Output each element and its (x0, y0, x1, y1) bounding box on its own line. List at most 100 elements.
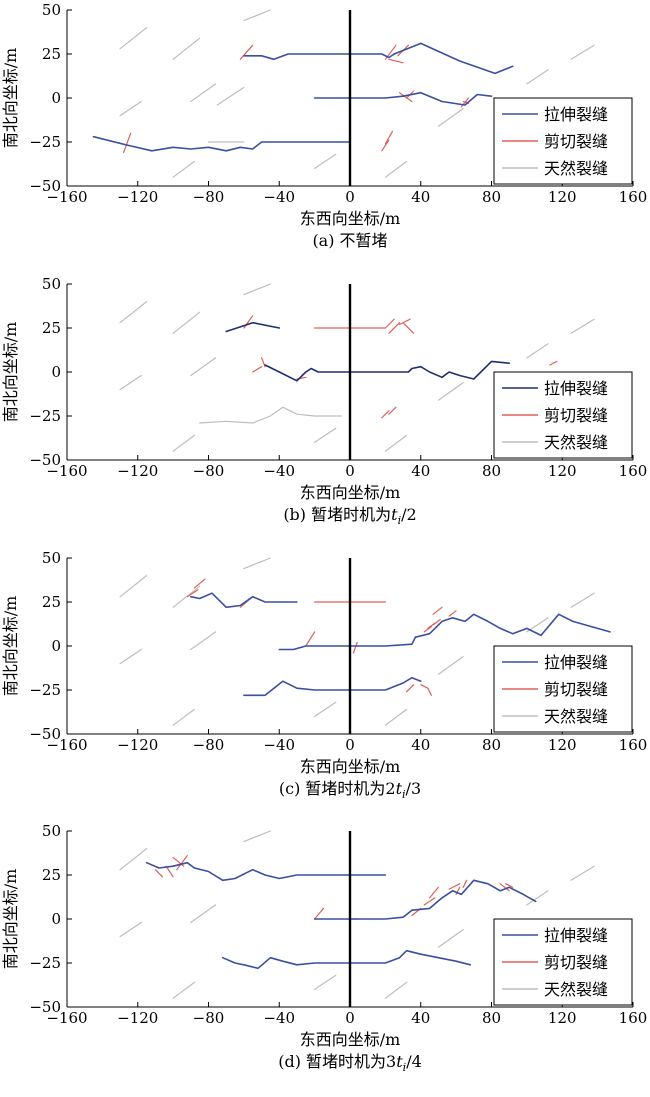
fracture-segment (381, 139, 390, 152)
y-tick-label: 25 (42, 866, 61, 884)
fracture-segment (398, 318, 411, 326)
y-tick-label: −25 (29, 681, 61, 699)
fracture-segment (402, 91, 493, 106)
fracture-segment (393, 42, 514, 75)
fracture-segment (423, 897, 436, 906)
x-tick-label: −160 (46, 462, 87, 480)
fracture-segment (122, 132, 132, 154)
series-拉伸裂缝 (225, 321, 511, 382)
fracture-segment (549, 360, 558, 366)
fracture-segment (411, 879, 537, 912)
fracture-segment (570, 318, 595, 334)
fracture-segment (384, 160, 408, 178)
fracture-segment (570, 44, 595, 60)
y-tick-label: 50 (42, 1, 61, 19)
fracture-segment (243, 9, 271, 22)
x-tick-label: −80 (193, 188, 225, 206)
y-tick-label: 50 (42, 549, 61, 567)
fracture-segment (190, 592, 298, 609)
fracture-segment (448, 883, 461, 890)
x-tick-label: 120 (548, 1009, 577, 1027)
fracture-segment (264, 360, 511, 382)
y-tick-label: −50 (29, 451, 61, 469)
y-axis-label: 南北向坐标/m (1, 48, 20, 149)
fracture-segment (402, 322, 415, 334)
fracture-segment (313, 909, 413, 920)
x-tick-label: −160 (46, 1009, 87, 1027)
x-tick-label: −80 (193, 736, 225, 754)
x-tick-label: −40 (263, 1009, 295, 1027)
fracture-segment (570, 865, 595, 881)
legend-label: 天然裂缝 (544, 707, 608, 726)
x-tick-label: 0 (345, 1009, 355, 1027)
y-tick-label: 25 (42, 45, 61, 63)
x-tick-label: 160 (619, 736, 648, 754)
fracture-segment (499, 883, 510, 892)
x-tick-label: 120 (548, 736, 577, 754)
fracture-segment (176, 854, 188, 871)
fracture-segment (526, 890, 549, 906)
fracture-segment (398, 92, 413, 103)
x-tick-label: 160 (619, 1009, 648, 1027)
x-tick-label: −160 (46, 188, 87, 206)
fracture-segment (199, 406, 342, 424)
x-axis-label: 东西向坐标/m (300, 483, 401, 502)
fracture-segment (278, 636, 417, 651)
y-tick-label: −50 (29, 177, 61, 195)
y-tick-label: −50 (29, 725, 61, 743)
y-tick-label: 0 (51, 89, 61, 107)
fracture-segment (190, 83, 217, 103)
x-tick-label: 80 (482, 462, 501, 480)
fracture-segment (448, 610, 457, 617)
x-axis-label: 东西向坐标/m (300, 209, 401, 228)
y-tick-label: 0 (51, 637, 61, 655)
fracture-segment (239, 44, 254, 60)
fracture-segment (221, 949, 472, 970)
fracture-segment (314, 974, 337, 991)
x-tick-label: −120 (117, 1009, 158, 1027)
series-拉伸裂缝 (92, 42, 514, 152)
legend-label: 剪切裂缝 (544, 132, 608, 151)
x-tick-label: −40 (263, 188, 295, 206)
x-tick-label: 80 (482, 736, 501, 754)
legend-label: 拉伸裂缝 (544, 105, 608, 124)
series-剪切裂缝 (122, 44, 470, 154)
panel-caption: (a) 不暂堵 (312, 231, 387, 250)
fracture-segment (427, 687, 432, 696)
x-tick-label: 120 (548, 188, 577, 206)
fracture-segment (172, 981, 195, 999)
y-tick-label: −50 (29, 998, 61, 1016)
fracture-segment (384, 981, 408, 999)
series-拉伸裂缝 (145, 861, 537, 970)
fracture-segment (172, 434, 195, 452)
legend-label: 天然裂缝 (544, 159, 608, 178)
fracture-segment (119, 100, 142, 117)
fracture-segment (243, 676, 422, 697)
y-axis-label: 南北向坐标/m (1, 596, 20, 697)
fracture-segment (429, 886, 439, 899)
fracture-segment (92, 135, 351, 152)
x-tick-label: −40 (263, 736, 295, 754)
x-tick-label: −120 (117, 462, 158, 480)
fracture-segment (243, 557, 271, 570)
legend-label: 天然裂缝 (544, 433, 608, 452)
y-axis-label: 南北向坐标/m (1, 322, 20, 423)
y-tick-label: −25 (29, 954, 61, 972)
x-tick-label: 40 (411, 1009, 430, 1027)
fracture-segment (172, 37, 201, 60)
fracture-segment (216, 86, 245, 106)
fracture-segment (243, 53, 396, 61)
legend-label: 拉伸裂缝 (544, 926, 608, 945)
x-tick-label: 160 (619, 462, 648, 480)
fracture-segment (388, 58, 404, 64)
y-tick-label: 25 (42, 319, 61, 337)
fracture-segment (570, 592, 595, 608)
fracture-segment (381, 410, 390, 419)
x-tick-label: −80 (193, 462, 225, 480)
x-tick-label: −40 (263, 462, 295, 480)
y-tick-label: 0 (51, 363, 61, 381)
fracture-segment (423, 625, 432, 633)
